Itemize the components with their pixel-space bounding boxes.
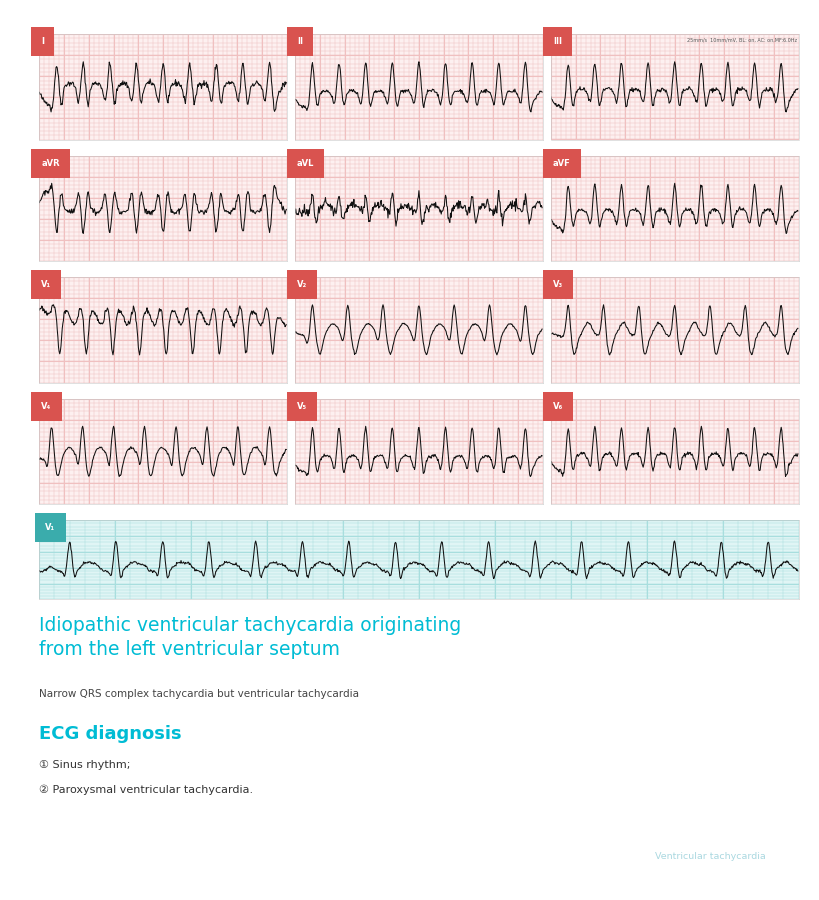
Text: aVF: aVF: [553, 159, 571, 168]
Text: V₁: V₁: [41, 281, 52, 290]
Text: V₃: V₃: [553, 281, 563, 290]
Text: III: III: [553, 38, 562, 47]
Text: Idiopathic ventricular tachycardia originating
from the left ventricular septum: Idiopathic ventricular tachycardia origi…: [39, 616, 462, 659]
Text: Narrow QRS complex tachycardia but ventricular tachycardia: Narrow QRS complex tachycardia but ventr…: [39, 689, 360, 699]
Text: Visual ECG®: Visual ECG®: [664, 823, 757, 836]
Text: V₄: V₄: [41, 402, 52, 411]
Text: II: II: [297, 38, 303, 47]
Text: I: I: [41, 38, 44, 47]
Text: V₁: V₁: [45, 523, 56, 532]
Text: V₂: V₂: [297, 281, 307, 290]
Text: aVL: aVL: [297, 159, 314, 168]
Text: aVR: aVR: [41, 159, 60, 168]
Text: ECG diagnosis: ECG diagnosis: [39, 725, 182, 743]
Text: ② Paroxysmal ventricular tachycardia.: ② Paroxysmal ventricular tachycardia.: [39, 785, 253, 796]
Text: Ventricular tachycardia: Ventricular tachycardia: [655, 851, 766, 860]
Text: V₅: V₅: [297, 402, 307, 411]
Text: ① Sinus rhythm;: ① Sinus rhythm;: [39, 760, 131, 770]
Text: 25mm/s  10mm/mV, BL: on, AC: on,MF:6.0Hz: 25mm/s 10mm/mV, BL: on, AC: on,MF:6.0Hz: [687, 38, 797, 42]
Text: V₆: V₆: [553, 402, 563, 411]
